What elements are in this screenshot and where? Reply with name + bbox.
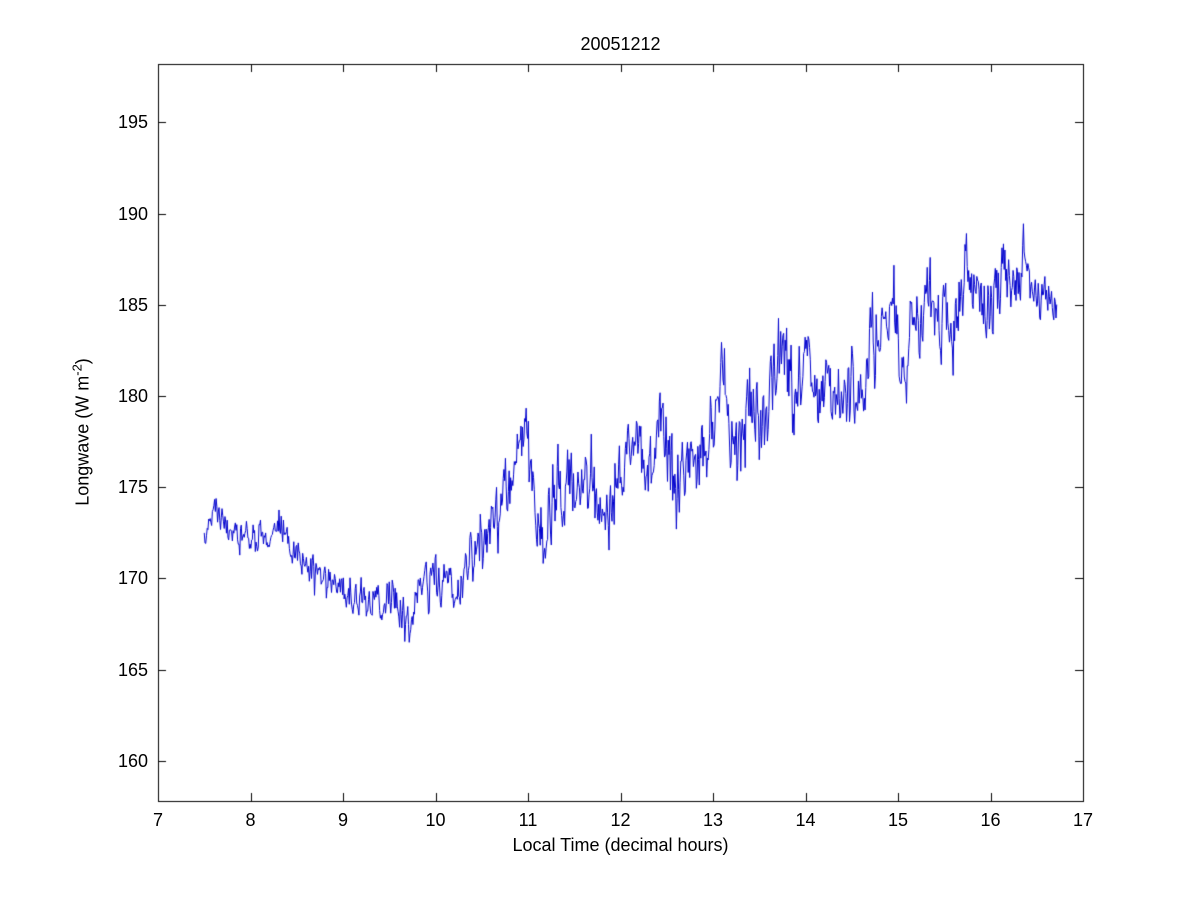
y-tick-label: 180 <box>117 386 148 406</box>
y-tick-label: 170 <box>117 568 148 589</box>
x-tick-label: 8 <box>245 810 256 830</box>
plot-title: 20051212 <box>580 34 661 54</box>
x-tick-label: 7 <box>152 810 163 830</box>
y-axis-label-close: ) <box>72 358 93 365</box>
y-tick-label: 195 <box>117 112 148 133</box>
x-tick-label: 12 <box>610 810 631 830</box>
y-tick-label: 160 <box>117 750 148 771</box>
x-tick-label: 15 <box>887 810 909 830</box>
x-tick-label: 17 <box>1072 810 1094 830</box>
x-tick-label: 9 <box>337 810 348 830</box>
y-tick-label: 175 <box>117 477 148 498</box>
x-tick-label: 11 <box>518 810 538 830</box>
x-tick-label: 13 <box>702 810 724 830</box>
y-tick-label: 185 <box>117 294 148 315</box>
y-axis-label-superscript: -2 <box>69 364 85 376</box>
y-tick-label: 165 <box>117 659 148 680</box>
x-tick-label: 10 <box>425 810 446 830</box>
x-tick-label: 16 <box>980 810 1001 830</box>
x-axis-label: Local Time (decimal hours) <box>512 835 729 855</box>
x-tick-label: 14 <box>795 810 816 830</box>
y-tick-label: 190 <box>117 203 148 224</box>
